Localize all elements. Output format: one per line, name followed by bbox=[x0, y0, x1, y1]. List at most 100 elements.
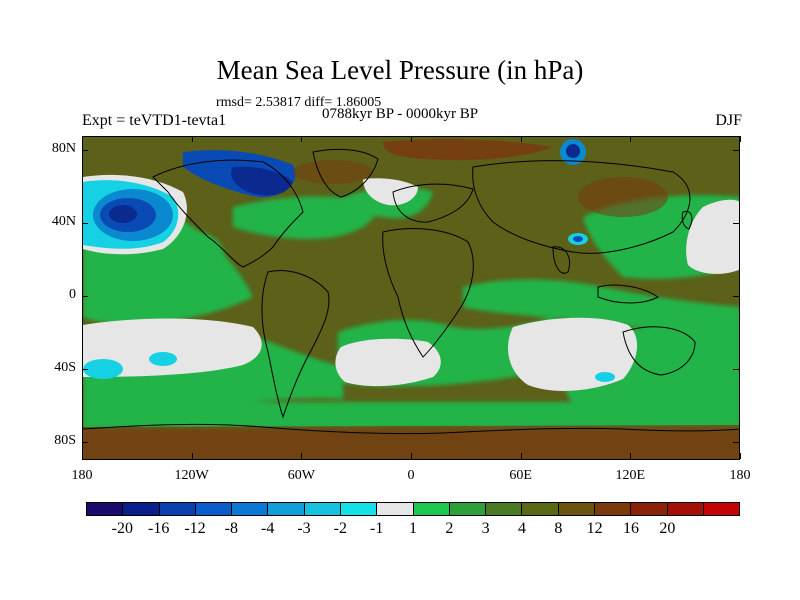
colorbar-label: -4 bbox=[260, 520, 275, 537]
coastline-10 bbox=[681, 210, 693, 230]
near-zero-indian-ocean bbox=[508, 317, 638, 391]
tick-mark bbox=[733, 442, 739, 443]
rmsd-diff-stats: rmsd= 2.53817 diff= 1.86005 bbox=[216, 95, 382, 110]
high-siberia bbox=[578, 177, 668, 217]
coastline-1 bbox=[152, 159, 304, 268]
tick-mark bbox=[733, 223, 739, 224]
colorbar-label: -3 bbox=[297, 520, 311, 537]
longitude-label: 180 bbox=[71, 468, 93, 483]
tick-mark bbox=[301, 136, 303, 142]
deep-low-siberia bbox=[566, 144, 580, 158]
colorbar-swatch bbox=[631, 503, 668, 515]
tick-mark bbox=[82, 223, 88, 224]
positive-region-10 bbox=[83, 402, 739, 429]
tick-mark bbox=[630, 136, 632, 142]
near-zero-north-pacific-east bbox=[686, 199, 739, 274]
tick-mark bbox=[82, 150, 88, 151]
colorbar-label: 1 bbox=[409, 520, 417, 537]
longitude-label: 0 bbox=[407, 468, 415, 483]
tick-mark bbox=[82, 442, 88, 443]
weak-low-indian-ocean bbox=[595, 372, 615, 382]
colorbar-swatch bbox=[268, 503, 305, 515]
tick-mark bbox=[520, 136, 522, 142]
coastline-5 bbox=[392, 183, 474, 223]
coastline-9 bbox=[622, 326, 696, 376]
time-period: 0788kyr BP - 0000kyr BP bbox=[322, 106, 479, 122]
colorbar-swatch bbox=[159, 503, 196, 515]
tick-mark bbox=[740, 453, 741, 459]
colorbar-label: 4 bbox=[518, 520, 526, 537]
colorbar-swatch bbox=[594, 503, 632, 515]
positive-region-3 bbox=[183, 231, 226, 288]
colorbar-swatch bbox=[87, 503, 124, 515]
colorbar-label: -16 bbox=[147, 520, 170, 537]
positive-region-11 bbox=[122, 254, 146, 283]
high-north-atlantic bbox=[293, 160, 373, 184]
colorbar-swatch bbox=[304, 503, 341, 515]
weak-low-south-pacific bbox=[83, 359, 123, 379]
colorbar-label: 16 bbox=[623, 520, 639, 537]
positive-region-4 bbox=[233, 196, 376, 239]
longitude-label: 180 bbox=[729, 468, 751, 483]
experiment-label: Expt = teVTD1-tevta1 bbox=[82, 112, 227, 129]
tick-mark bbox=[733, 150, 739, 151]
weak-low-south-pacific-2 bbox=[149, 352, 177, 366]
tick-mark bbox=[191, 453, 193, 459]
tick-mark bbox=[411, 453, 412, 459]
colorbar-swatch bbox=[123, 503, 160, 515]
pressure-field bbox=[83, 137, 739, 459]
tick-mark bbox=[82, 296, 88, 297]
season-label: DJF bbox=[715, 112, 742, 129]
colorbar-swatch bbox=[377, 503, 414, 515]
coastline-8 bbox=[597, 284, 659, 304]
colorbar-label: -20 bbox=[111, 520, 133, 537]
colorbar-label: 12 bbox=[586, 520, 603, 537]
tick-mark bbox=[740, 136, 741, 142]
colorbar-swatch bbox=[340, 503, 378, 515]
coastline-3 bbox=[261, 270, 330, 419]
longitude-label: 120E bbox=[615, 468, 646, 483]
colorbar-swatch bbox=[522, 503, 559, 515]
latitude-label: 80S bbox=[54, 433, 76, 448]
colorbar-label: 20 bbox=[659, 520, 676, 537]
tick-mark bbox=[191, 136, 193, 142]
high-arctic bbox=[383, 139, 553, 161]
colorbar-label: -12 bbox=[184, 520, 206, 537]
colorbar-swatch bbox=[558, 503, 595, 515]
longitude-label: 60E bbox=[509, 468, 532, 483]
positive-region-6 bbox=[463, 279, 739, 329]
near-zero-south-pacific bbox=[83, 318, 262, 377]
low-tibet bbox=[573, 236, 583, 242]
deep-low-canadian-arctic bbox=[231, 166, 293, 196]
colorbar-swatch bbox=[413, 503, 450, 515]
colorbar-swatch bbox=[667, 503, 704, 515]
near-zero-south-atlantic bbox=[335, 338, 441, 387]
colorbar-swatch bbox=[703, 503, 740, 515]
deep-low-aleutian bbox=[109, 205, 137, 223]
longitude-label: 60W bbox=[287, 468, 315, 483]
tick-mark bbox=[82, 453, 83, 459]
coastline-4 bbox=[382, 228, 474, 358]
colorbar-swatch bbox=[232, 503, 269, 515]
near-zero-north-atlantic bbox=[363, 178, 418, 206]
colorbar-label: 8 bbox=[554, 520, 563, 537]
longitude-label: 120W bbox=[174, 468, 209, 483]
colorbar-swatch bbox=[449, 503, 487, 515]
high-antarctica bbox=[83, 425, 739, 459]
tick-mark bbox=[520, 453, 522, 459]
tick-mark bbox=[733, 369, 739, 370]
colorbar-label: 2 bbox=[445, 520, 454, 537]
coastline-7 bbox=[552, 246, 570, 274]
tick-mark bbox=[733, 296, 739, 297]
coastline-2 bbox=[312, 148, 379, 198]
colorbar-label: -1 bbox=[369, 520, 384, 537]
colorbar-swatch bbox=[486, 503, 523, 515]
colorbar-swatch bbox=[195, 503, 233, 515]
coastline-11 bbox=[83, 423, 739, 435]
tick-mark bbox=[411, 136, 412, 142]
pressure-map bbox=[82, 136, 740, 460]
latitude-label: 40N bbox=[51, 214, 76, 229]
tick-mark bbox=[82, 369, 88, 370]
colorbar-label: -8 bbox=[224, 520, 238, 537]
tick-mark bbox=[630, 453, 632, 459]
